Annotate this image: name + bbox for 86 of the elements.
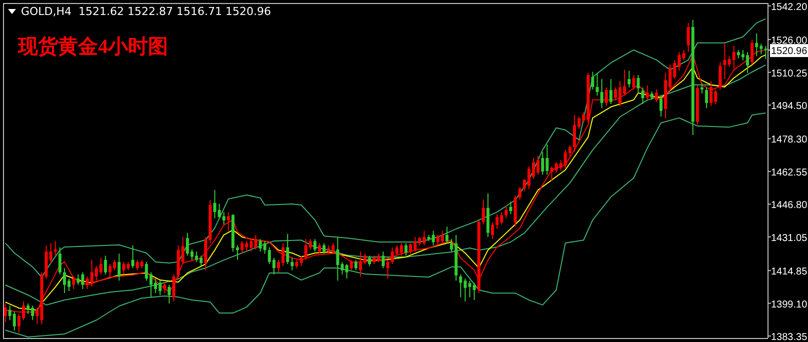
candlestick: [504, 205, 508, 219]
candlestick: [432, 230, 435, 246]
line-series: [4, 18, 766, 278]
candlestick: [364, 253, 367, 265]
candlestick: [641, 86, 644, 104]
candlestick: [382, 251, 385, 269]
candlestick: [290, 257, 294, 271]
candlestick: [226, 212, 230, 232]
candlestick: [404, 242, 408, 256]
candlestick: [518, 186, 522, 200]
candlestick: [368, 255, 372, 267]
text: 现货黄金4小时图: [18, 35, 168, 60]
candlestick: [409, 242, 412, 254]
candlestick: [118, 253, 121, 282]
candlestick: [646, 84, 649, 100]
y-tick-label: 1494.50: [771, 101, 808, 112]
candlestick: [345, 264, 348, 280]
candlestick: [12, 311, 16, 332]
candlestick: [682, 49, 686, 61]
candlestick: [472, 282, 476, 300]
candlestick: [609, 78, 612, 104]
candlestick: [459, 274, 462, 298]
candlestick: [445, 226, 448, 244]
candlestick: [591, 71, 594, 90]
candlestick: [72, 276, 76, 290]
candlestick: [509, 201, 512, 215]
candlestick: [723, 42, 726, 80]
candlestick: [76, 274, 80, 286]
candlestick: [604, 86, 608, 107]
candlestick: [596, 72, 599, 96]
y-tick-label: 1520.96: [771, 46, 808, 58]
y-tick-label: 1399.10: [771, 299, 808, 310]
candlestick: [168, 284, 171, 304]
candlestick: [108, 264, 112, 277]
candlestick: [213, 190, 216, 219]
candlestick: [600, 78, 604, 109]
candlestick: [358, 251, 362, 277]
y-tick-label: 1526.00: [771, 36, 808, 47]
y-tick-label: 1383.35: [771, 332, 808, 342]
candlestick: [240, 240, 244, 254]
candlestick: [350, 259, 353, 271]
candlestick: [313, 238, 316, 252]
y-tick-label: 1542.20: [771, 2, 808, 13]
candlestick: [659, 95, 662, 117]
candlestick: [336, 236, 340, 282]
y-tick-label: 1414.85: [771, 266, 808, 278]
y-tick-label: 1478.30: [771, 134, 808, 146]
candlestick: [400, 242, 403, 256]
candlestick: [705, 86, 708, 109]
candlestick: [26, 303, 30, 314]
candlestick: [654, 88, 658, 102]
candlestick: [354, 259, 358, 271]
candlestick: [541, 151, 544, 176]
candlestick: [222, 212, 226, 226]
candlestick: [172, 274, 176, 302]
candlestick: [54, 240, 57, 256]
y-tick-label: 1510.25: [771, 68, 808, 80]
candlestick: [700, 82, 704, 94]
line-series: [4, 112, 766, 338]
candlestick: [263, 240, 266, 254]
candlestick: [300, 255, 303, 267]
y-tick-label: 1446.80: [771, 200, 808, 212]
candlestick: [163, 282, 166, 294]
candlestick: [322, 242, 326, 254]
candlestick: [686, 22, 690, 53]
candlestick: [58, 246, 62, 275]
candlestick: [104, 255, 107, 275]
y-tick-label: 1431.05: [771, 232, 808, 244]
candlestick: [440, 230, 444, 244]
candlestick: [755, 32, 758, 57]
candlestick: [482, 199, 485, 226]
candlestick: [99, 257, 102, 275]
candlestick: [718, 62, 722, 90]
candlestick: [636, 74, 640, 94]
candlestick: [122, 261, 126, 275]
chart-title: GOLD,H4 1521.62 1522.87 1516.71 1520.96: [21, 5, 271, 18]
candlestick: [131, 244, 134, 269]
candlestick: [86, 276, 89, 290]
candlestick: [318, 242, 321, 254]
candlestick: [710, 80, 713, 107]
candlestick: [632, 74, 636, 90]
y-tick-label: 1462.55: [771, 167, 808, 178]
candlestick: [286, 233, 290, 265]
candlestick: [628, 70, 631, 88]
candlestick: [386, 259, 390, 280]
candlestick: [550, 166, 554, 182]
